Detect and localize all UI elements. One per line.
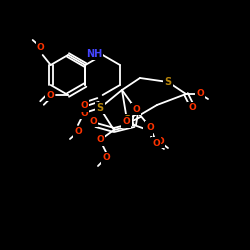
Text: O: O	[96, 136, 104, 144]
Text: O: O	[46, 90, 54, 100]
Text: O: O	[74, 128, 82, 136]
Text: O: O	[102, 154, 110, 162]
Text: O: O	[89, 116, 97, 126]
Text: O: O	[146, 122, 154, 132]
Text: O: O	[144, 126, 152, 134]
Text: O: O	[132, 104, 140, 114]
Text: O: O	[152, 138, 160, 147]
Text: S: S	[124, 115, 130, 125]
Text: O: O	[188, 104, 196, 112]
Text: O: O	[156, 138, 164, 146]
Text: O: O	[122, 118, 130, 126]
Text: O: O	[80, 102, 88, 110]
Text: S: S	[96, 103, 103, 113]
Text: O: O	[196, 90, 204, 98]
Text: O: O	[37, 42, 44, 51]
Text: NH: NH	[86, 49, 102, 59]
Text: O: O	[80, 108, 88, 118]
Text: S: S	[164, 77, 172, 87]
